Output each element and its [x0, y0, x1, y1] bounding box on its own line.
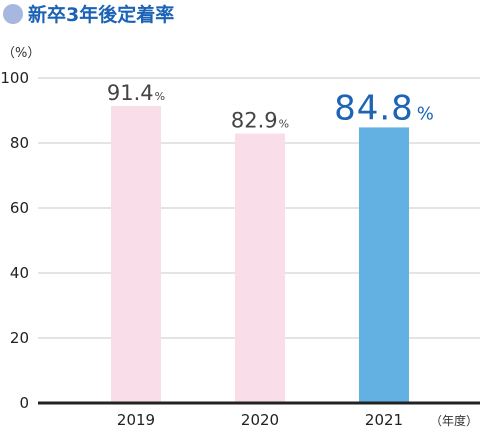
- x-category-label-2019: 2019: [117, 411, 155, 428]
- title-bullet-icon: [3, 4, 23, 24]
- value-label-2020: 82.9%: [231, 109, 289, 133]
- y-tick-label: 40: [10, 264, 29, 282]
- y-tick-labels: 0 20 40 60 80 100: [0, 69, 29, 412]
- bars: [111, 105, 409, 404]
- x-category-labels: 2019 2020 2021: [117, 411, 403, 428]
- y-tick-label: 0: [19, 394, 29, 412]
- x-category-label-2021: 2021: [365, 411, 403, 428]
- bar-2019: [111, 105, 161, 403]
- y-axis-unit-label: （%）: [2, 46, 40, 61]
- y-tick-label: 20: [10, 329, 29, 347]
- chart-title: 新卒3年後定着率: [28, 3, 174, 26]
- y-tick-label: 100: [0, 69, 29, 87]
- x-axis-unit-label: （年度）: [430, 413, 478, 428]
- bar-2020: [235, 133, 285, 403]
- bar-2021: [359, 127, 409, 404]
- y-tick-label: 80: [10, 134, 29, 152]
- y-tick-label: 60: [10, 199, 29, 217]
- value-label-2021: 84.8%: [334, 88, 434, 128]
- value-label-2019: 91.4%: [107, 81, 165, 105]
- x-category-label-2020: 2020: [241, 411, 279, 428]
- value-labels: 91.4% 82.9% 84.8%: [107, 81, 434, 133]
